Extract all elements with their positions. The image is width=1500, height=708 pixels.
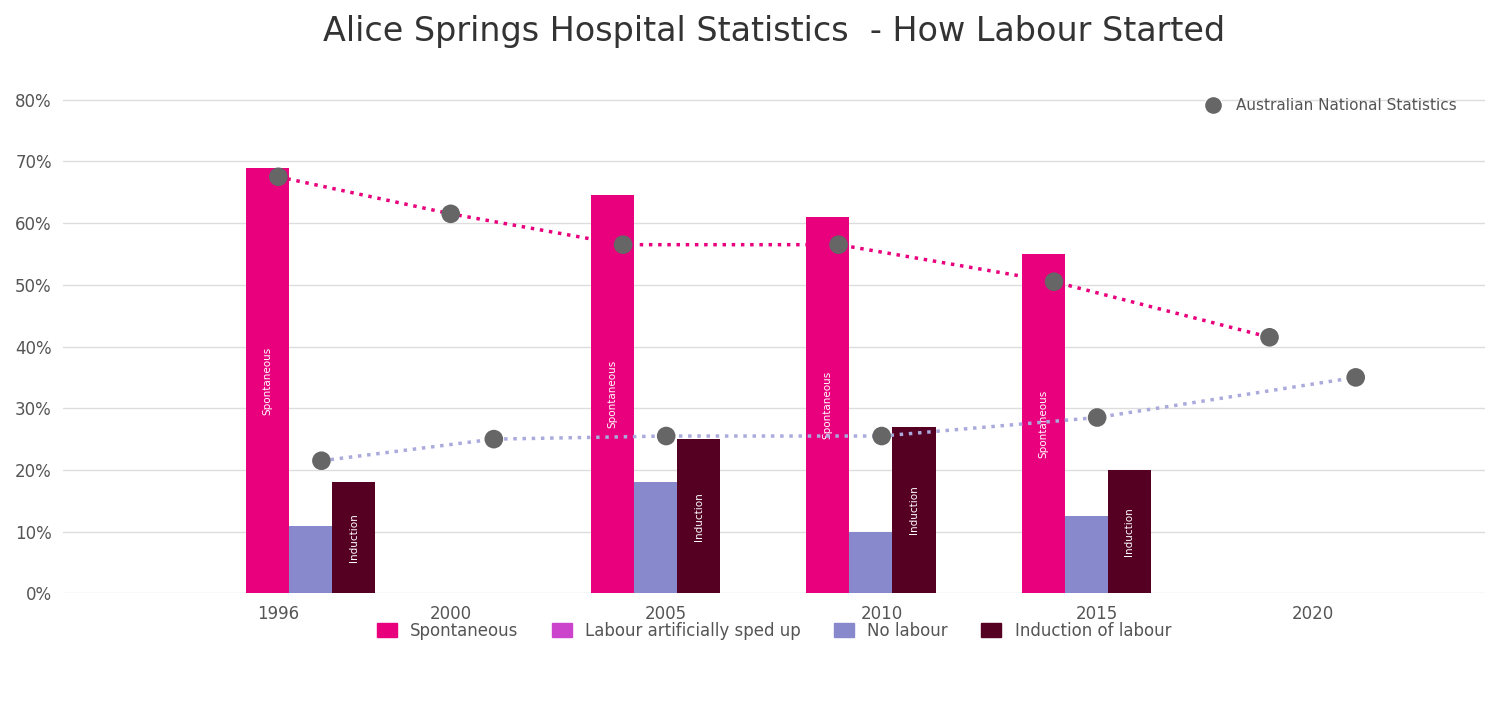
Point — [610, 239, 634, 251]
Text: Induction: Induction — [350, 513, 358, 562]
Bar — [892, 427, 936, 593]
Point — [1084, 412, 1108, 423]
Bar — [1108, 470, 1150, 593]
Bar — [246, 168, 290, 593]
Text: Induction: Induction — [693, 492, 703, 541]
Point — [1257, 331, 1281, 343]
Bar — [591, 195, 634, 593]
Text: Spontaneous: Spontaneous — [262, 346, 273, 415]
Point — [654, 430, 678, 442]
Point — [827, 239, 850, 251]
Point — [267, 171, 291, 183]
Bar — [290, 525, 332, 593]
Bar — [849, 532, 892, 593]
Bar — [676, 439, 720, 593]
Legend: Spontaneous, Labour artificially sped up, No labour, Induction of labour: Spontaneous, Labour artificially sped up… — [369, 613, 1179, 648]
Point — [1344, 372, 1368, 383]
Text: Induction: Induction — [909, 486, 920, 535]
Point — [870, 430, 894, 442]
Bar — [807, 217, 849, 593]
Text: Spontaneous: Spontaneous — [1038, 389, 1048, 458]
Text: Induction: Induction — [1125, 508, 1134, 556]
Bar — [634, 482, 676, 593]
Title: Alice Springs Hospital Statistics  - How Labour Started: Alice Springs Hospital Statistics - How … — [322, 15, 1226, 48]
Bar — [332, 482, 375, 593]
Text: Spontaneous: Spontaneous — [608, 360, 618, 428]
Point — [482, 433, 506, 445]
Bar — [1065, 516, 1108, 593]
Point — [438, 208, 462, 219]
Point — [309, 455, 333, 467]
Text: Spontaneous: Spontaneous — [824, 371, 833, 439]
Bar — [1022, 254, 1065, 593]
Point — [1042, 276, 1066, 287]
